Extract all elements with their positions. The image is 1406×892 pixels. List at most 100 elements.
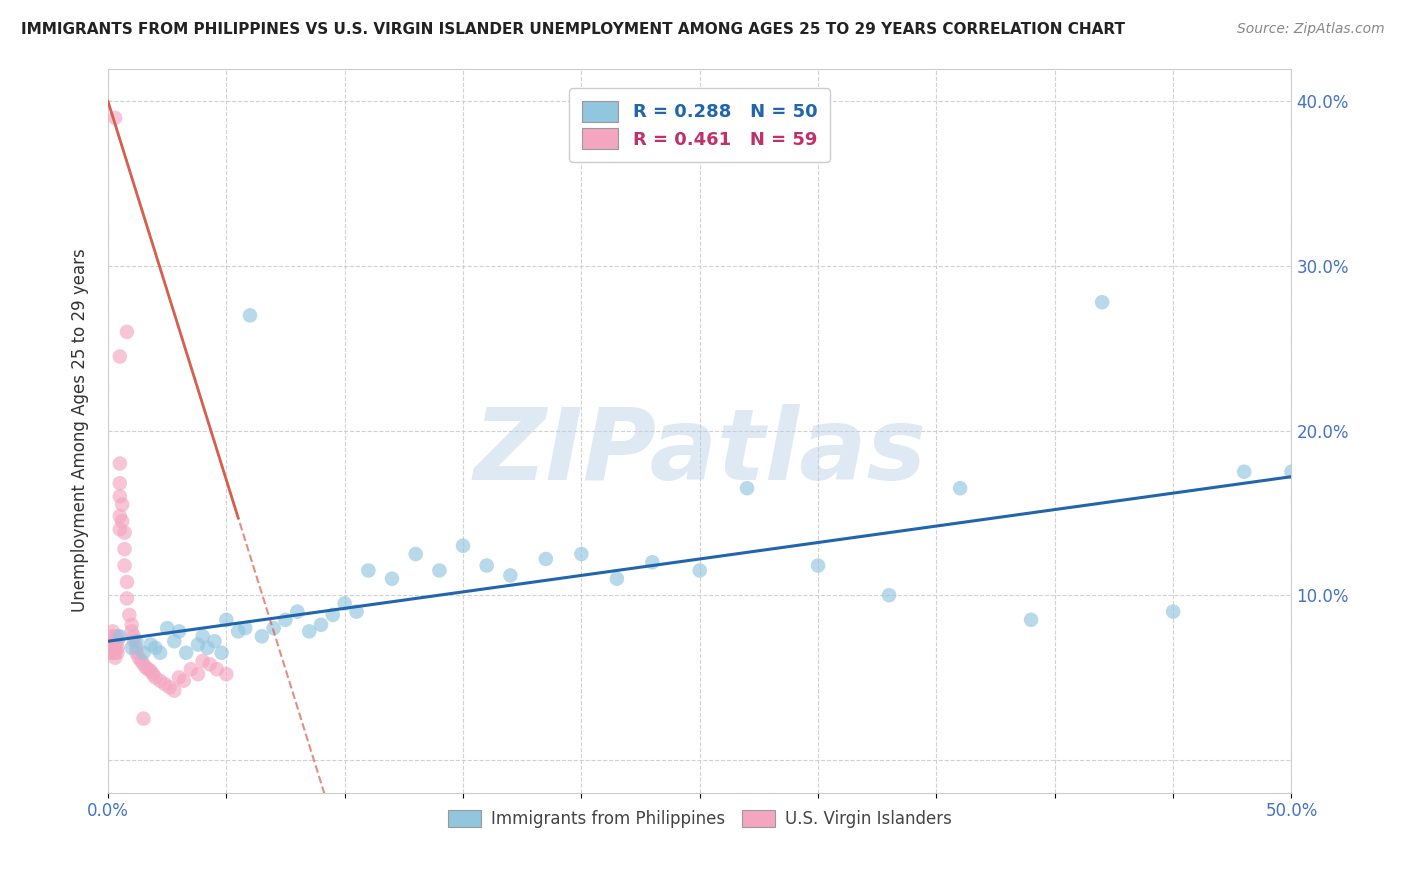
Point: [108, 350, 131, 364]
Point: [451, 539, 474, 553]
Point: [132, 646, 155, 660]
Point: [534, 552, 557, 566]
Point: [1233, 465, 1256, 479]
Point: [139, 664, 162, 678]
Point: [174, 646, 197, 660]
Point: [98, 646, 121, 660]
Point: [108, 457, 131, 471]
Point: [111, 498, 134, 512]
Point: [239, 309, 262, 323]
Point: [215, 667, 238, 681]
Point: [274, 613, 297, 627]
Point: [104, 629, 127, 643]
Point: [121, 640, 143, 655]
Point: [136, 662, 159, 676]
Point: [569, 547, 592, 561]
Point: [135, 660, 157, 674]
Point: [1091, 295, 1114, 310]
Point: [111, 514, 134, 528]
Point: [250, 629, 273, 643]
Point: [125, 646, 148, 660]
Point: [149, 646, 172, 660]
Point: [115, 574, 138, 589]
Point: [205, 662, 228, 676]
Point: [153, 677, 176, 691]
Point: [121, 624, 143, 639]
Point: [156, 621, 179, 635]
Point: [233, 621, 256, 635]
Point: [309, 617, 332, 632]
Point: [125, 634, 148, 648]
Point: [285, 605, 308, 619]
Point: [114, 558, 136, 573]
Point: [159, 681, 181, 695]
Point: [211, 646, 233, 660]
Point: [118, 607, 141, 622]
Point: [98, 629, 121, 643]
Point: [107, 629, 129, 643]
Point: [191, 629, 214, 643]
Point: [405, 547, 427, 561]
Point: [132, 657, 155, 672]
Point: [139, 638, 162, 652]
Point: [128, 650, 150, 665]
Point: [322, 607, 344, 622]
Text: Source: ZipAtlas.com: Source: ZipAtlas.com: [1237, 22, 1385, 37]
Point: [263, 621, 285, 635]
Point: [877, 588, 900, 602]
Point: [381, 572, 404, 586]
Point: [180, 662, 202, 676]
Point: [198, 657, 221, 672]
Point: [1019, 613, 1042, 627]
Point: [606, 572, 628, 586]
Point: [475, 558, 498, 573]
Point: [132, 712, 155, 726]
Point: [143, 640, 166, 655]
Point: [204, 634, 226, 648]
Point: [108, 629, 131, 643]
Point: [143, 670, 166, 684]
Point: [167, 670, 190, 684]
Point: [98, 640, 121, 655]
Y-axis label: Unemployment Among Ages 25 to 29 years: Unemployment Among Ages 25 to 29 years: [72, 249, 89, 613]
Point: [104, 650, 127, 665]
Point: [173, 673, 195, 688]
Point: [167, 624, 190, 639]
Point: [114, 542, 136, 557]
Point: [115, 591, 138, 606]
Point: [129, 654, 152, 668]
Point: [1161, 605, 1184, 619]
Point: [107, 634, 129, 648]
Point: [104, 646, 127, 660]
Point: [108, 476, 131, 491]
Point: [142, 667, 165, 681]
Point: [226, 624, 249, 639]
Point: [357, 564, 380, 578]
Point: [427, 564, 450, 578]
Point: [101, 646, 124, 660]
Point: [807, 558, 830, 573]
Text: ZIPatlas: ZIPatlas: [474, 404, 927, 500]
Point: [108, 490, 131, 504]
Point: [641, 555, 664, 569]
Legend: Immigrants from Philippines, U.S. Virgin Islanders: Immigrants from Philippines, U.S. Virgin…: [441, 804, 959, 835]
Point: [689, 564, 711, 578]
Point: [104, 640, 127, 655]
Point: [107, 646, 129, 660]
Point: [215, 613, 238, 627]
Point: [187, 667, 209, 681]
Point: [949, 481, 972, 495]
Point: [101, 634, 124, 648]
Point: [149, 673, 172, 688]
Point: [108, 509, 131, 524]
Point: [125, 640, 148, 655]
Point: [115, 325, 138, 339]
Point: [101, 640, 124, 655]
Point: [122, 629, 145, 643]
Point: [191, 654, 214, 668]
Point: [298, 624, 321, 639]
Point: [114, 525, 136, 540]
Point: [499, 568, 522, 582]
Point: [735, 481, 758, 495]
Point: [104, 638, 127, 652]
